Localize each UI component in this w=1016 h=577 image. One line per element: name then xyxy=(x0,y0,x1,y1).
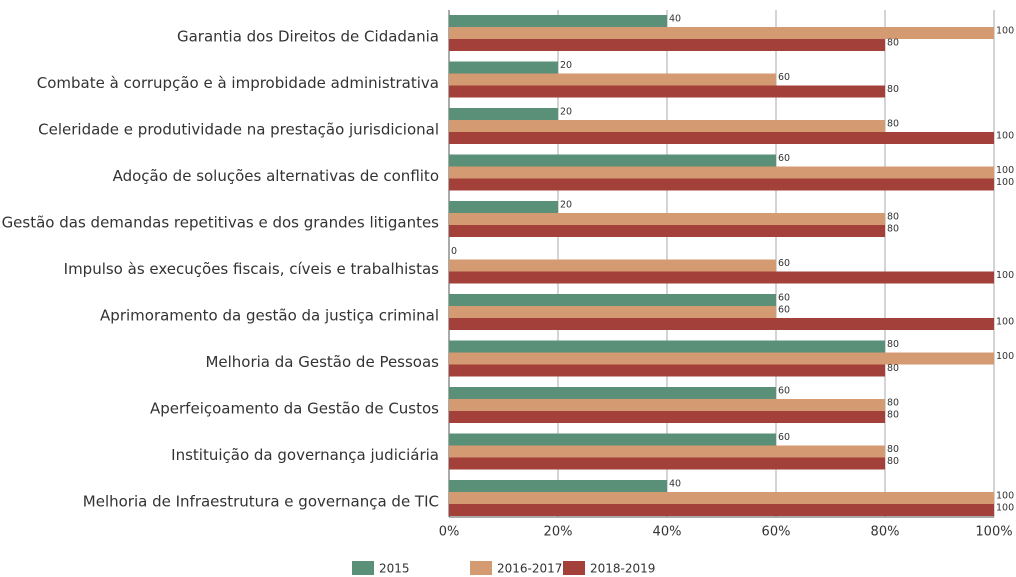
bar xyxy=(449,154,776,167)
data-label: 100 xyxy=(996,177,1014,188)
data-label: 60 xyxy=(778,386,790,397)
legend-swatch xyxy=(352,561,374,575)
data-label: 60 xyxy=(778,153,790,164)
data-label: 80 xyxy=(887,339,899,350)
bar xyxy=(449,61,558,74)
data-label: 80 xyxy=(887,410,899,421)
data-label: 20 xyxy=(560,60,572,71)
legend-label: 2015 xyxy=(379,562,410,576)
bar xyxy=(449,399,885,411)
x-tick-label: 80% xyxy=(871,525,900,540)
x-tick-label: 60% xyxy=(762,525,791,540)
bar xyxy=(449,85,885,98)
data-label: 100 xyxy=(996,131,1014,142)
data-label: 80 xyxy=(887,38,899,49)
data-label: 60 xyxy=(778,72,790,83)
data-label: 20 xyxy=(560,107,572,118)
data-label: 80 xyxy=(887,398,899,409)
data-label: 60 xyxy=(778,293,790,304)
bar xyxy=(449,108,558,120)
data-label: 100 xyxy=(996,503,1014,514)
data-label: 100 xyxy=(996,26,1014,37)
bar xyxy=(449,340,885,353)
bar xyxy=(449,480,667,492)
bar xyxy=(449,27,994,39)
data-label: 80 xyxy=(887,456,899,467)
category-label: Gestão das demandas repetitivas e dos gr… xyxy=(2,214,440,232)
x-tick-label: 40% xyxy=(653,525,682,540)
data-label: 100 xyxy=(996,165,1014,176)
x-tick-label: 100% xyxy=(975,525,1012,540)
category-label: Aprimoramento da gestão da justiça crimi… xyxy=(100,307,439,325)
bar xyxy=(449,120,885,132)
bar xyxy=(449,457,885,470)
category-label: Aperfeiçoamento da Gestão de Custos xyxy=(150,400,439,418)
category-label: Melhoria de Infraestrutura e governança … xyxy=(83,493,439,511)
data-label: 80 xyxy=(887,363,899,374)
data-label: 20 xyxy=(560,200,572,211)
bar xyxy=(449,132,994,144)
bar xyxy=(449,166,994,179)
category-label: Garantia dos Direitos de Cidadania xyxy=(177,28,439,46)
bar xyxy=(449,364,885,377)
bar xyxy=(449,271,994,284)
data-label: 80 xyxy=(887,224,899,235)
x-tick-label: 0% xyxy=(439,525,460,540)
bar xyxy=(449,306,776,318)
category-label: Instituição da governança judiciária xyxy=(171,446,439,464)
legend-swatch xyxy=(470,561,492,575)
data-label: 80 xyxy=(887,444,899,455)
category-label: Celeridade e produtividade na prestação … xyxy=(38,121,439,139)
bar xyxy=(449,39,885,51)
x-tick-label: 20% xyxy=(544,525,573,540)
data-label: 60 xyxy=(778,432,790,443)
data-label: 100 xyxy=(996,491,1014,502)
bar xyxy=(449,411,885,423)
data-label: 100 xyxy=(996,351,1014,362)
bar xyxy=(449,294,776,306)
data-label: 100 xyxy=(996,270,1014,281)
bar xyxy=(449,445,885,458)
data-label: 100 xyxy=(996,317,1014,328)
data-label: 60 xyxy=(778,258,790,269)
data-label: 40 xyxy=(669,14,681,25)
category-label: Adoção de soluções alternativas de confl… xyxy=(113,167,439,185)
bar xyxy=(449,387,776,399)
bar xyxy=(449,15,667,27)
data-label: 80 xyxy=(887,212,899,223)
bar xyxy=(449,73,776,86)
bar xyxy=(449,352,994,365)
data-label: 0 xyxy=(451,246,457,257)
data-label: 80 xyxy=(887,84,899,95)
category-label: Impulso às execuções fiscais, cíveis e t… xyxy=(64,260,440,278)
data-label: 40 xyxy=(669,479,681,490)
legend-swatch xyxy=(563,561,585,575)
bar xyxy=(449,213,885,225)
category-label: Melhoria da Gestão de Pessoas xyxy=(205,353,439,371)
category-label: Combate à corrupção e à improbidade admi… xyxy=(37,74,439,92)
bar xyxy=(449,201,558,213)
bar xyxy=(449,433,776,446)
legend-label: 2018-2019 xyxy=(590,562,655,576)
bar xyxy=(449,178,994,191)
bar xyxy=(449,225,885,237)
bar xyxy=(449,259,776,272)
bar xyxy=(449,504,994,516)
bar xyxy=(449,318,994,330)
data-label: 80 xyxy=(887,119,899,130)
bar xyxy=(449,492,994,504)
legend-label: 2016-2017 xyxy=(497,562,562,576)
data-label: 60 xyxy=(778,305,790,316)
